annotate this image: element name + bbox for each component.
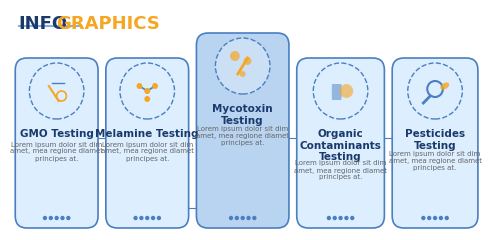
Text: GMO Testing: GMO Testing [20,129,93,139]
Text: INFO: INFO [19,15,68,33]
Circle shape [134,216,137,220]
Circle shape [345,216,348,220]
FancyBboxPatch shape [196,33,289,228]
Circle shape [313,63,368,119]
Circle shape [144,96,150,102]
FancyBboxPatch shape [15,58,98,228]
Text: Pesticides
Testing: Pesticides Testing [405,129,465,151]
Circle shape [215,38,270,94]
Circle shape [428,216,430,220]
Circle shape [144,88,150,94]
Circle shape [157,216,160,220]
Circle shape [408,63,462,119]
Circle shape [152,216,154,220]
Circle shape [235,216,238,220]
Text: Melamine Testing: Melamine Testing [95,129,199,139]
Circle shape [422,216,425,220]
Circle shape [152,83,158,89]
Text: GRAPHICS: GRAPHICS [56,15,159,33]
Circle shape [136,83,142,89]
Circle shape [439,216,442,220]
FancyBboxPatch shape [106,58,188,228]
Ellipse shape [440,82,449,90]
Circle shape [30,63,84,119]
Text: Organic
Contaminants
Testing: Organic Contaminants Testing [300,129,381,162]
Text: Mycotoxin
Testing: Mycotoxin Testing [213,104,273,126]
Text: Lorem ipsum dolor sit dim
amet, mea regione dlamet
principes at.: Lorem ipsum dolor sit dim amet, mea regi… [389,151,482,171]
Circle shape [244,57,251,65]
Circle shape [253,216,256,220]
Circle shape [43,216,46,220]
Circle shape [339,84,353,98]
Circle shape [241,216,244,220]
FancyBboxPatch shape [392,58,478,228]
Circle shape [333,216,336,220]
Circle shape [49,216,52,220]
FancyBboxPatch shape [332,84,341,100]
Text: Lorem ipsum dolor sit dim
amet, mea regione dlamet
principes at.: Lorem ipsum dolor sit dim amet, mea regi… [294,161,387,180]
Text: Lorem ipsum dolor sit dim
amet, mea regione dlamet
principes at.: Lorem ipsum dolor sit dim amet, mea regi… [196,126,289,146]
Circle shape [351,216,354,220]
Circle shape [339,216,342,220]
Circle shape [433,216,436,220]
Text: Lorem ipsum dolor sit dim
amet, mea regione dlamet
principes at.: Lorem ipsum dolor sit dim amet, mea regi… [10,142,103,162]
Circle shape [327,216,330,220]
Circle shape [67,216,70,220]
Circle shape [120,63,175,119]
Circle shape [240,71,246,77]
Text: Lorem ipsum dolor sit dim
amet, mea regione dlamet
principes at.: Lorem ipsum dolor sit dim amet, mea regi… [101,142,194,162]
FancyBboxPatch shape [297,58,384,228]
Circle shape [146,216,149,220]
Circle shape [140,216,143,220]
Circle shape [55,216,58,220]
Circle shape [230,216,232,220]
Circle shape [445,216,448,220]
Circle shape [247,216,250,220]
Circle shape [230,51,240,61]
Circle shape [61,216,64,220]
